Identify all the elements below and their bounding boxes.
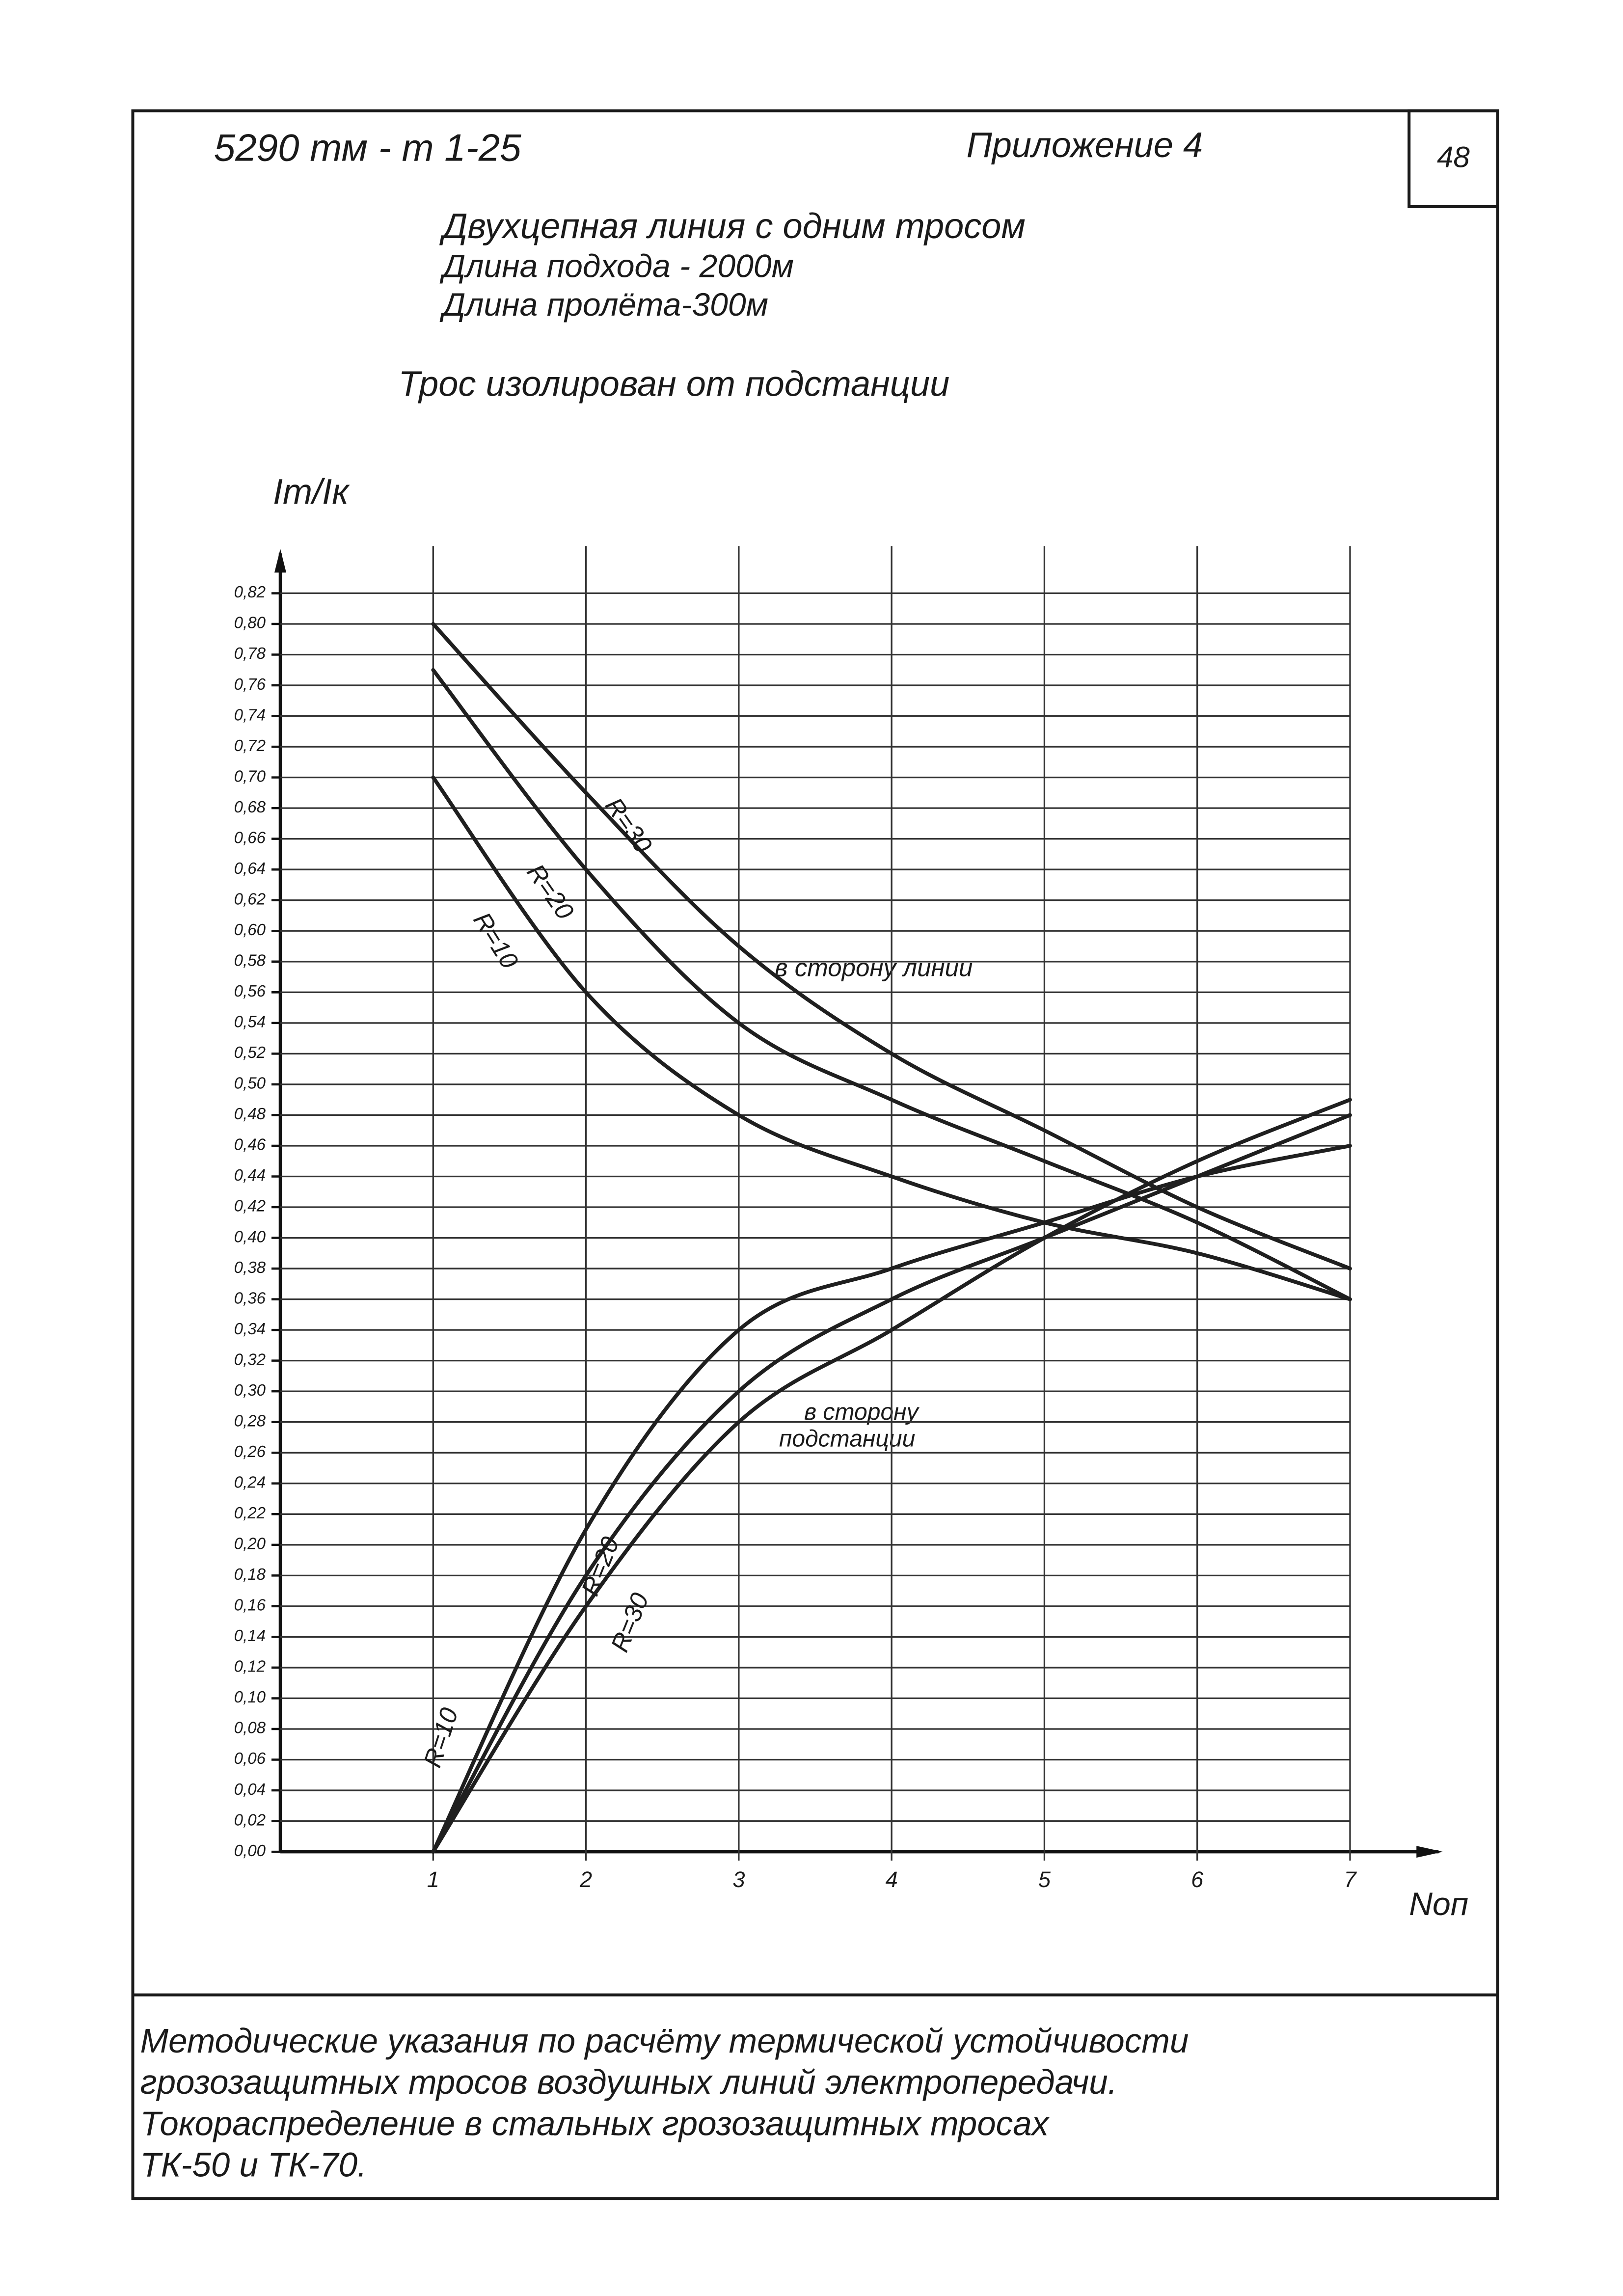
y-tick-label: 0,22	[234, 1504, 266, 1522]
y-tick-label: 0,54	[234, 1013, 266, 1031]
y-tick-label: 0,10	[234, 1688, 266, 1706]
y-tick-label: 0,74	[234, 706, 266, 724]
y-tick-label: 0,48	[234, 1105, 266, 1123]
y-tick-label: 0,04	[234, 1781, 266, 1799]
y-tick-label: 0,78	[234, 645, 266, 663]
y-tick-label: 0,70	[234, 767, 266, 785]
y-axis-arrow	[274, 549, 287, 573]
y-tick-label: 0,62	[234, 890, 266, 908]
y-axis-label: Iт/Iк	[273, 472, 350, 512]
x-tick-label: 1	[427, 1867, 439, 1892]
line-series	[431, 1098, 1352, 1854]
sheet-number-box	[1407, 109, 1499, 209]
x-tick-label: 6	[1191, 1867, 1204, 1892]
y-tick-label: 0,38	[234, 1259, 266, 1277]
document-code: 5290 тм - т 1-25	[214, 126, 521, 169]
y-tick-label: 0,16	[234, 1596, 266, 1615]
y-tick-label: 0,02	[234, 1811, 266, 1829]
y-tick-label: 0,28	[234, 1412, 266, 1430]
y-tick-label: 0,80	[234, 614, 266, 632]
y-tick-label: 0,24	[234, 1473, 266, 1491]
y-tick-label: 0,00	[234, 1842, 266, 1860]
annotation: в сторону линии	[775, 953, 973, 981]
y-tick-label: 0,30	[234, 1381, 266, 1400]
series-label: R=30	[600, 792, 658, 858]
y-tick-label: 0,12	[234, 1658, 266, 1676]
y-tick-label: 0,44	[234, 1166, 266, 1185]
y-tick-label: 0,56	[234, 982, 266, 1000]
y-tick-label: 0,08	[234, 1719, 266, 1737]
x-axis-label: Nоп	[1409, 1886, 1468, 1922]
y-tick-label: 0,46	[234, 1136, 266, 1154]
sheet-frame	[131, 109, 1499, 2200]
y-tick-label: 0,36	[234, 1289, 266, 1307]
y-tick-label: 0,72	[234, 737, 266, 755]
line-series	[431, 622, 1352, 1270]
annotation: подстанции	[779, 1425, 915, 1452]
line-series	[431, 1144, 1352, 1854]
x-axis-arrow	[1416, 1846, 1443, 1858]
y-tick-label: 0,26	[234, 1443, 266, 1461]
chart-title-line: Двухцепная линия с одним тросом	[439, 207, 1026, 246]
y-tick-label: 0,14	[234, 1627, 266, 1645]
y-tick-label: 0,68	[234, 798, 266, 816]
footer-line: грозозащитных тросов воздушных линий эле…	[140, 2063, 1117, 2101]
series-label: R=10	[468, 907, 524, 973]
sheet-number: 48	[1437, 141, 1470, 174]
footer-line: Методические указания по расчёту термиче…	[140, 2022, 1189, 2060]
y-tick-label: 0,58	[234, 952, 266, 970]
series-label: R=10	[418, 1704, 463, 1771]
footer-line: Токораспределение в стальных грозозащитн…	[140, 2104, 1050, 2142]
y-tick-label: 0,76	[234, 675, 266, 694]
series-label: R=30	[605, 1589, 654, 1656]
y-tick-label: 0,64	[234, 860, 266, 878]
y-tick-label: 0,52	[234, 1044, 266, 1062]
y-tick-label: 0,20	[234, 1535, 266, 1553]
y-tick-label: 0,66	[234, 829, 266, 847]
y-tick-label: 0,42	[234, 1197, 266, 1216]
line-series	[431, 775, 1352, 1301]
y-tick-label: 0,60	[234, 921, 266, 939]
y-tick-label: 0,34	[234, 1320, 266, 1338]
y-tick-label: 0,18	[234, 1566, 266, 1584]
x-tick-label: 5	[1038, 1867, 1051, 1892]
chart-title-line: Длина подхода - 2000м	[439, 248, 794, 285]
line-series	[431, 1113, 1352, 1854]
chart-subtitle: Трос изолирован от подстанции	[398, 365, 949, 404]
appendix-label: Приложение 4	[967, 126, 1203, 165]
footer-line: ТК-50 и ТК-70.	[140, 2146, 367, 2184]
y-tick-label: 0,06	[234, 1750, 266, 1768]
y-tick-label: 0,40	[234, 1228, 266, 1246]
chart-title-line: Длина пролёта-300м	[439, 287, 768, 323]
x-tick-label: 2	[579, 1867, 592, 1892]
line-series	[431, 668, 1352, 1301]
y-tick-label: 0,32	[234, 1351, 266, 1369]
y-tick-label: 0,50	[234, 1075, 266, 1093]
x-tick-label: 3	[732, 1867, 745, 1892]
x-tick-label: 4	[886, 1867, 898, 1892]
annotation: в сторону	[804, 1399, 920, 1425]
series-label: R=20	[522, 859, 580, 924]
y-tick-label: 0,82	[234, 583, 266, 601]
x-tick-label: 7	[1344, 1867, 1357, 1892]
